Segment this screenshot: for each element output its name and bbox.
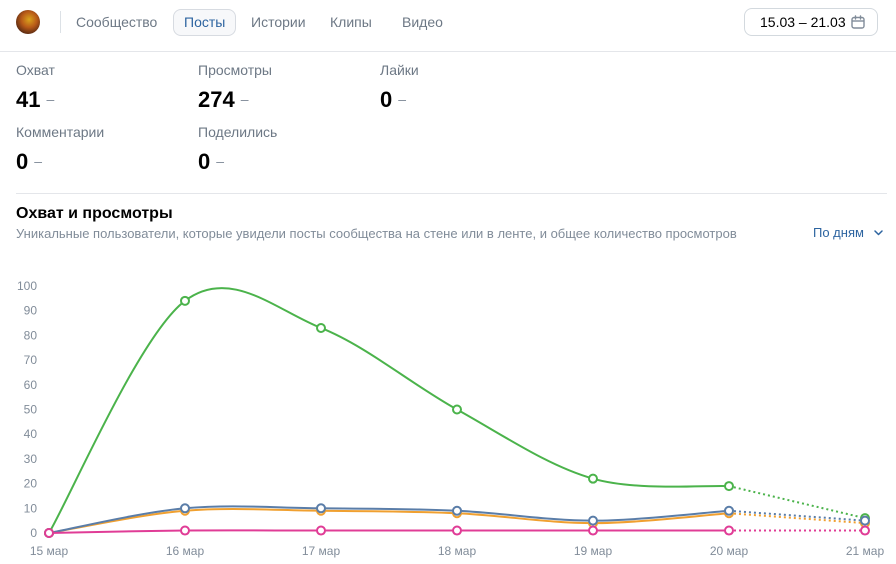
series-line xyxy=(48,287,730,534)
x-tick-label: 18 мар xyxy=(438,544,477,558)
data-point xyxy=(588,473,598,484)
data-point xyxy=(44,528,54,538)
tab-stories[interactable]: Истории xyxy=(251,14,306,30)
date-range-button[interactable]: 15.03 – 21.03 xyxy=(744,8,878,36)
y-tick-label: 60 xyxy=(24,378,38,392)
stat-value: 0 xyxy=(380,87,393,112)
stat-label: Комментарии xyxy=(16,124,105,140)
data-point xyxy=(588,525,598,536)
data-point xyxy=(452,525,462,536)
stat-label: Поделились xyxy=(198,124,278,140)
top-navigation-bar: Сообщество Посты Истории Клипы Видео 15.… xyxy=(0,0,896,52)
stat-label: Охват xyxy=(16,62,55,78)
x-tick-label: 15 мар xyxy=(30,544,69,558)
stat-delta: – xyxy=(46,91,55,107)
stat-label: Просмотры xyxy=(198,62,272,78)
data-point xyxy=(316,503,326,514)
data-point xyxy=(316,525,326,536)
stat-value: 0 xyxy=(16,149,29,174)
stat-delta: – xyxy=(34,153,43,169)
stat-value: 0 xyxy=(198,149,211,174)
series-forecast-line xyxy=(728,485,866,520)
data-point xyxy=(316,322,326,333)
community-avatar[interactable] xyxy=(16,10,40,34)
stat-label: Лайки xyxy=(380,62,419,78)
y-tick-label: 50 xyxy=(24,403,38,417)
chevron-down-icon xyxy=(873,230,883,236)
stat-views: Просмотры 274– xyxy=(198,62,272,113)
section-divider xyxy=(16,193,887,194)
tab-community[interactable]: Сообщество xyxy=(76,14,158,30)
y-tick-label: 20 xyxy=(24,477,38,491)
y-tick-label: 100 xyxy=(17,279,37,293)
y-tick-label: 30 xyxy=(24,452,38,466)
data-point xyxy=(180,525,190,536)
calendar-icon xyxy=(851,15,865,29)
stat-delta: – xyxy=(398,91,407,107)
section-title: Охват и просмотры xyxy=(16,205,173,222)
x-tick-label: 17 мар xyxy=(302,544,341,558)
reach-views-chart: 0 10 20 30 40 50 60 70 80 90 100 15 мар 16 мар 17 мар… xyxy=(17,279,885,558)
stat-value: 274 xyxy=(198,87,235,112)
data-point xyxy=(724,525,734,536)
data-point xyxy=(724,481,734,492)
stat-likes: Лайки 0– xyxy=(380,62,419,113)
stat-delta: – xyxy=(240,91,249,107)
stat-reach: Охват 41– xyxy=(16,62,55,113)
data-point xyxy=(452,505,462,516)
tab-clips[interactable]: Клипы xyxy=(330,14,372,30)
y-tick-label: 90 xyxy=(24,304,38,318)
period-selector[interactable]: По дням xyxy=(813,225,883,241)
y-tick-label: 80 xyxy=(24,328,38,342)
stat-delta: – xyxy=(216,153,225,169)
y-tick-label: 70 xyxy=(24,353,38,367)
stat-value: 41 xyxy=(16,87,41,112)
x-tick-label: 20 мар xyxy=(710,544,749,558)
y-tick-label: 40 xyxy=(24,427,38,441)
series-line xyxy=(48,505,730,534)
x-tick-label: 19 мар xyxy=(574,544,613,558)
series-line xyxy=(48,529,729,534)
y-tick-label: 0 xyxy=(30,526,37,540)
data-point xyxy=(452,404,462,415)
divider xyxy=(60,11,61,33)
data-point xyxy=(860,525,870,536)
x-tick-label: 21 мар xyxy=(846,544,885,558)
data-point xyxy=(180,503,190,514)
tab-posts[interactable]: Посты xyxy=(173,9,237,36)
section-description: Уникальные пользователи, которые увидели… xyxy=(16,226,737,241)
data-point xyxy=(860,515,870,526)
data-point xyxy=(724,505,734,516)
tab-video[interactable]: Видео xyxy=(402,14,443,30)
data-point xyxy=(588,515,598,526)
y-tick-label: 10 xyxy=(24,501,38,515)
data-point xyxy=(180,295,190,306)
period-selector-label: По дням xyxy=(813,225,864,240)
date-range-label: 15.03 – 21.03 xyxy=(760,14,846,30)
stat-comments: Комментарии 0– xyxy=(16,124,104,175)
x-tick-label: 16 мар xyxy=(166,544,205,558)
stat-shares: Поделились 0– xyxy=(198,124,277,175)
series-line xyxy=(48,508,730,534)
